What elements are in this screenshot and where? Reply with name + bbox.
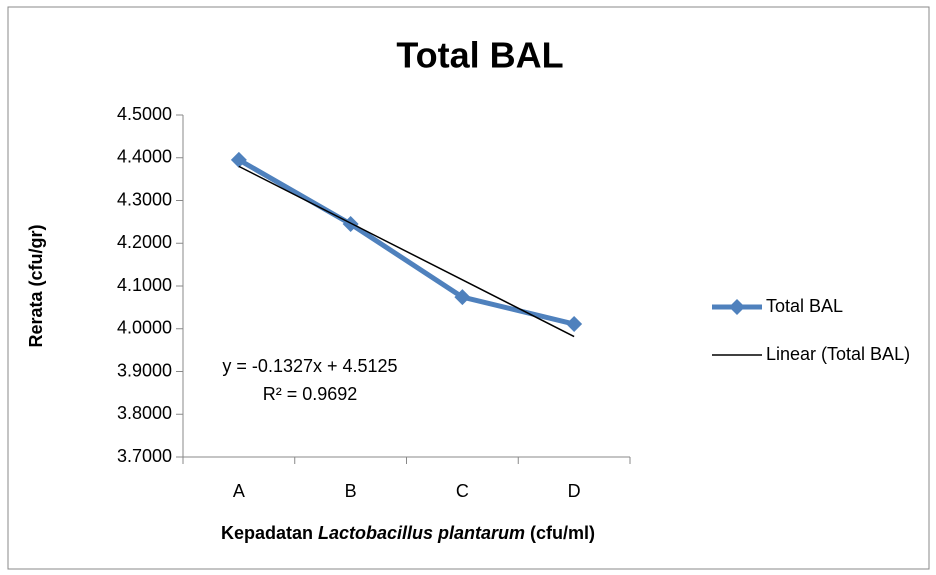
x-tick-label: A [233,481,245,501]
y-tick-label: 4.2000 [117,232,172,252]
x-label-part: Kepadatan [221,523,318,543]
marker [454,289,471,306]
x-label-part: (cfu/ml) [525,523,595,543]
chart-border [7,6,930,570]
y-tick-label: 3.9000 [117,360,172,380]
y-tick-label: 3.7000 [117,446,172,466]
x-tick-label: D [568,481,581,501]
trend-line [238,165,575,338]
x-tick-label: B [345,481,357,501]
y-tick-label: 4.0000 [117,318,172,338]
trend-r-squared: R² = 0.9692 [263,384,358,404]
legend-label: Linear (Total BAL) [766,344,910,364]
y-axis-label: Rerata (cfu/gr) [26,224,46,347]
x-axis-label: Kepadatan Lactobacillus plantarum (cfu/m… [221,523,595,543]
marker [342,216,359,233]
marker [566,316,583,333]
y-tick-label: 3.8000 [117,403,172,423]
x-label-part: Lactobacillus plantarum [318,523,525,543]
legend-marker [729,299,745,315]
x-tick-label: C [456,481,469,501]
legend-label: Total BAL [766,296,843,316]
y-tick-label: 4.4000 [117,147,172,167]
y-tick-label: 4.1000 [117,275,172,295]
chart-title: Total BAL [396,35,563,76]
y-tick-label: 4.3000 [117,189,172,209]
marker [230,151,247,168]
y-tick-label: 4.5000 [117,104,172,124]
trend-equation: y = -0.1327x + 4.5125 [222,356,397,376]
series-line [237,157,575,327]
